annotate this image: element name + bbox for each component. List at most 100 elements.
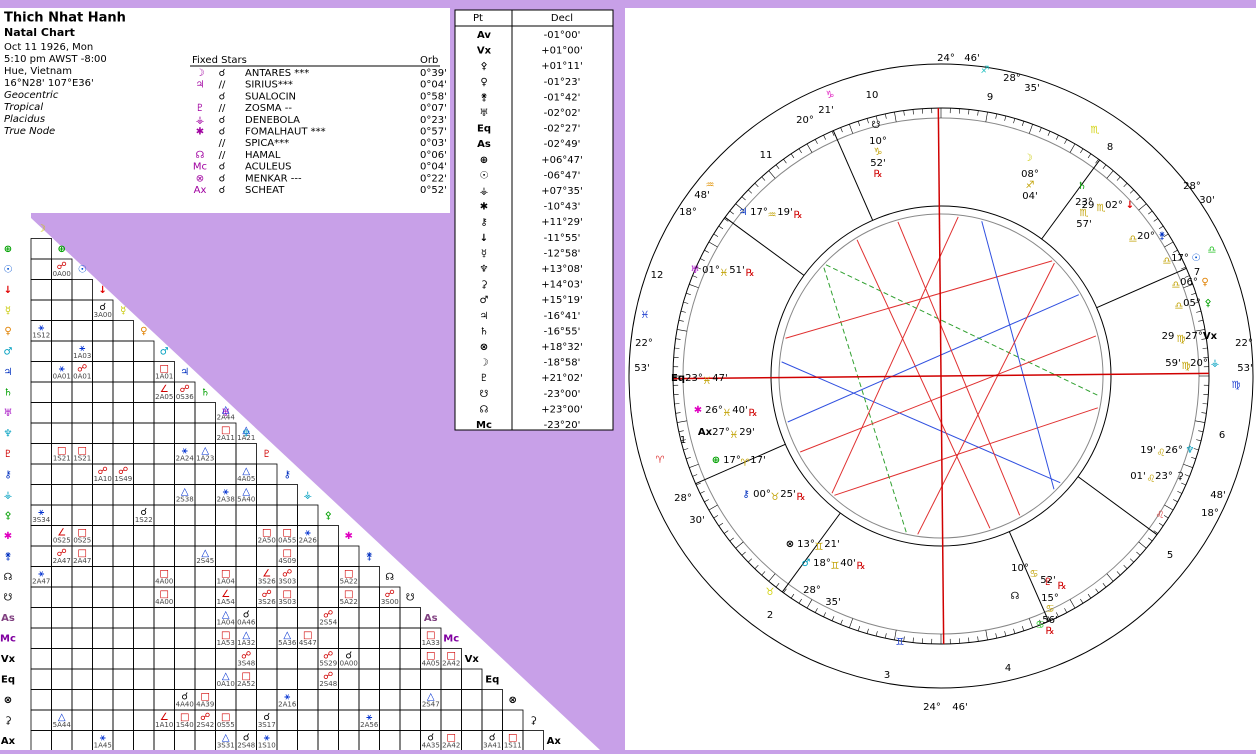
- aspect-label: 1A01: [155, 373, 173, 381]
- grid-diag-label: ⚵: [366, 551, 373, 562]
- star-name: SIRIUS***: [245, 80, 293, 91]
- wheel-point-text: 23°: [1155, 471, 1173, 482]
- decl-point: ♃: [480, 311, 489, 322]
- aspect-label: 1A53: [217, 639, 235, 647]
- aspect-label: 0A55: [278, 537, 296, 545]
- grid-row-label: ☋: [4, 592, 13, 603]
- aspect-label: 4A39: [196, 701, 214, 709]
- aspect-label: 0S25: [73, 537, 91, 545]
- decl-point: ☿: [481, 248, 487, 259]
- grid-diag-label: ☽: [37, 223, 46, 234]
- decl-value: -01°42': [544, 92, 581, 103]
- wheel-point-text: 19': [1140, 445, 1155, 456]
- wheel-point-text: 26°: [705, 405, 723, 416]
- star-body: Ax: [194, 185, 207, 196]
- aspect-label: 2S48: [319, 680, 337, 688]
- wheel-point-text: 06°: [1180, 277, 1198, 288]
- decl-value: +06°47': [541, 155, 583, 166]
- aspect-label: 3S26: [258, 598, 276, 606]
- aspect-label: 2A47: [53, 557, 71, 565]
- aspect-label: 2S47: [422, 701, 440, 709]
- decl-point: Mc: [476, 420, 492, 431]
- decl-value: +13°08': [541, 264, 583, 275]
- aspect-label: 4A05: [422, 660, 440, 668]
- grid-diag-label: ⊗: [509, 695, 517, 706]
- wheel-point-text: ♓: [720, 268, 729, 279]
- decl-value: -12°58': [544, 248, 581, 259]
- star-body: ⊗: [196, 173, 204, 184]
- wheel-point-text: ℞: [797, 492, 806, 503]
- decl-value: -16°41': [544, 311, 581, 322]
- wheel-point: ☋: [872, 120, 881, 131]
- star-body: ♇: [196, 103, 205, 114]
- cusp-label: 35': [1024, 83, 1039, 94]
- aspect-label: 1S12: [32, 332, 50, 340]
- wheel-point: ♆: [1186, 445, 1195, 456]
- aspect-label: 2A50: [258, 537, 276, 545]
- wheel-point-text: ♓: [723, 408, 732, 419]
- aspect-label: 3S03: [278, 578, 296, 586]
- wheel-point-text: ♍: [1177, 334, 1186, 345]
- star-aspect: //: [219, 150, 226, 161]
- aspect-label: 3S31: [217, 742, 235, 750]
- aspect-label: 3S48: [237, 660, 255, 668]
- wheel-point-text: ℞: [794, 210, 803, 221]
- grid-row-label: As: [1, 613, 15, 624]
- star-aspect: //: [219, 103, 226, 114]
- cusp-label: 48': [694, 190, 709, 201]
- wheel-point-text: ♎: [1172, 280, 1181, 291]
- star-body: ☽: [196, 68, 205, 79]
- wheel-point-text: 10°: [869, 136, 887, 147]
- grid-diag-label: ♀: [140, 326, 147, 337]
- detail: Hue, Vietnam: [4, 66, 72, 77]
- wheel-point-text: ♒: [768, 210, 777, 221]
- grid-diag-label: Eq: [485, 674, 499, 685]
- grid-row-label: ⚴: [4, 510, 11, 521]
- aspect-label: 5A22: [340, 578, 358, 586]
- wheel-point: ⚴: [1204, 298, 1211, 309]
- decl-value: -01°23': [544, 77, 581, 88]
- grid-row-label: ☉: [4, 264, 13, 275]
- aspect-label: 1A45: [94, 742, 112, 750]
- decl-point: Vx: [477, 46, 492, 57]
- detail: Oct 11 1926, Mon: [4, 42, 93, 53]
- decl-header: Pt: [473, 13, 483, 24]
- aspect-label: 0S55: [217, 721, 235, 729]
- decl-point: Eq: [477, 124, 491, 135]
- aspect-label: 3A00: [94, 311, 112, 319]
- detail: 5:10 pm AWST -8:00: [4, 54, 107, 65]
- wheel-point-text: ♎: [1129, 234, 1138, 245]
- grid-diag-label: Mc: [443, 633, 459, 644]
- decl-point: ♄: [480, 326, 489, 337]
- aspect-label: 2S38: [176, 496, 194, 504]
- aspect-label: 4S09: [278, 557, 296, 565]
- star-body: ☊: [196, 150, 205, 161]
- grid-row-label: ♃: [4, 367, 13, 378]
- aspect-label: 1S21: [73, 455, 91, 463]
- wheel-point: ♃: [739, 207, 748, 218]
- grid-diag-label: Vx: [465, 654, 480, 665]
- aspect-label: 1S10: [258, 742, 276, 750]
- wheel-point: ⊗: [786, 539, 794, 550]
- star-orb: 0°52': [420, 185, 447, 196]
- star-name: SCHEAT: [245, 185, 285, 196]
- decl-point: ⊗: [480, 342, 488, 353]
- wheel-point-text: 01°: [702, 265, 720, 276]
- decl-value: -16°55': [544, 326, 581, 337]
- cusp-label: 28°: [674, 493, 692, 504]
- grid-row-label: ↓: [4, 285, 12, 296]
- star-aspect: ☌: [219, 127, 226, 138]
- wheel-point-text: ♋: [1030, 569, 1039, 580]
- star-orb: 0°23': [420, 115, 447, 126]
- wheel-point-text: ♊: [815, 542, 824, 553]
- grid-diag-label: Ax: [547, 736, 562, 747]
- sign-glyph: ♐: [981, 65, 990, 76]
- sign-glyph: ♎: [1208, 245, 1217, 256]
- decl-point: ☋: [480, 389, 489, 400]
- grid-diag-label: ♇: [262, 449, 271, 460]
- setting: True Node: [4, 126, 55, 137]
- decl-value: -01°00': [544, 30, 581, 41]
- grid-row-label: ♂: [4, 346, 13, 357]
- cusp-label: 18°: [679, 207, 697, 218]
- grid-diag-label: As: [424, 613, 438, 624]
